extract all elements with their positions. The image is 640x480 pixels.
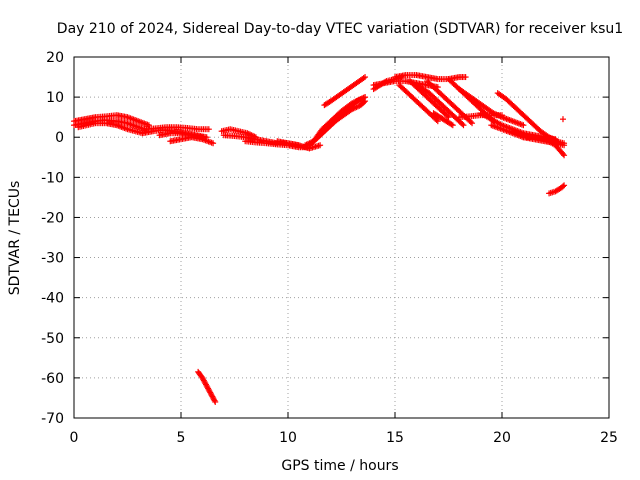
x-tick-label: 20: [493, 430, 511, 446]
data-point: [199, 134, 206, 141]
chart-title: Day 210 of 2024, Sidereal Day-to-day VTE…: [57, 21, 623, 37]
data-point: [460, 122, 467, 129]
y-tick-label: 0: [55, 130, 64, 146]
data-point: [559, 151, 566, 158]
data-point: [459, 121, 466, 128]
y-tick-label: -30: [41, 251, 64, 267]
y-tick-label: 20: [46, 50, 64, 66]
data-point: [520, 122, 527, 129]
y-tick-label: -10: [41, 170, 64, 186]
x-tick-label: 25: [600, 430, 618, 446]
data-point: [317, 142, 324, 149]
data-point: [445, 114, 452, 121]
y-tick-label: -60: [41, 371, 64, 387]
x-tick-label: 15: [386, 430, 404, 446]
data-points: [71, 72, 568, 405]
data-point: [561, 152, 568, 159]
data-point: [559, 183, 566, 190]
data-point: [145, 122, 152, 129]
data-point: [561, 182, 568, 189]
data-point: [559, 116, 566, 123]
y-tick-label: -50: [41, 331, 64, 347]
data-point: [211, 397, 218, 404]
y-tick-labels: 20 10 0 -10 -20 -30 -40 -50 -60 -70: [41, 50, 64, 427]
x-axis-label: GPS time / hours: [281, 458, 398, 474]
y-tick-label: -40: [41, 291, 64, 307]
data-point: [561, 140, 568, 147]
x-tick-labels: 0 5 10 15 20 25: [70, 430, 618, 446]
data-point: [362, 94, 369, 101]
data-point: [467, 118, 474, 125]
data-point: [205, 126, 212, 133]
x-tick-label: 10: [279, 430, 297, 446]
data-point: [462, 74, 469, 81]
data-point: [444, 112, 451, 119]
data-point: [362, 74, 369, 81]
x-tick-label: 0: [70, 430, 79, 446]
y-tick-label: 10: [46, 90, 64, 106]
data-point: [434, 118, 441, 125]
data-point: [448, 121, 455, 128]
data-point: [212, 398, 219, 405]
data-point: [449, 122, 456, 129]
y-tick-label: -70: [41, 411, 64, 427]
plot-frame: [73, 56, 610, 419]
axis-ticks: [73, 56, 610, 419]
data-point: [382, 78, 389, 85]
data-point: [433, 116, 440, 123]
data-point: [210, 140, 217, 147]
y-tick-label: -20: [41, 210, 64, 226]
data-point: [469, 120, 476, 127]
y-axis-label: SDTVAR / TECUs: [7, 181, 23, 296]
x-tick-label: 5: [177, 430, 186, 446]
